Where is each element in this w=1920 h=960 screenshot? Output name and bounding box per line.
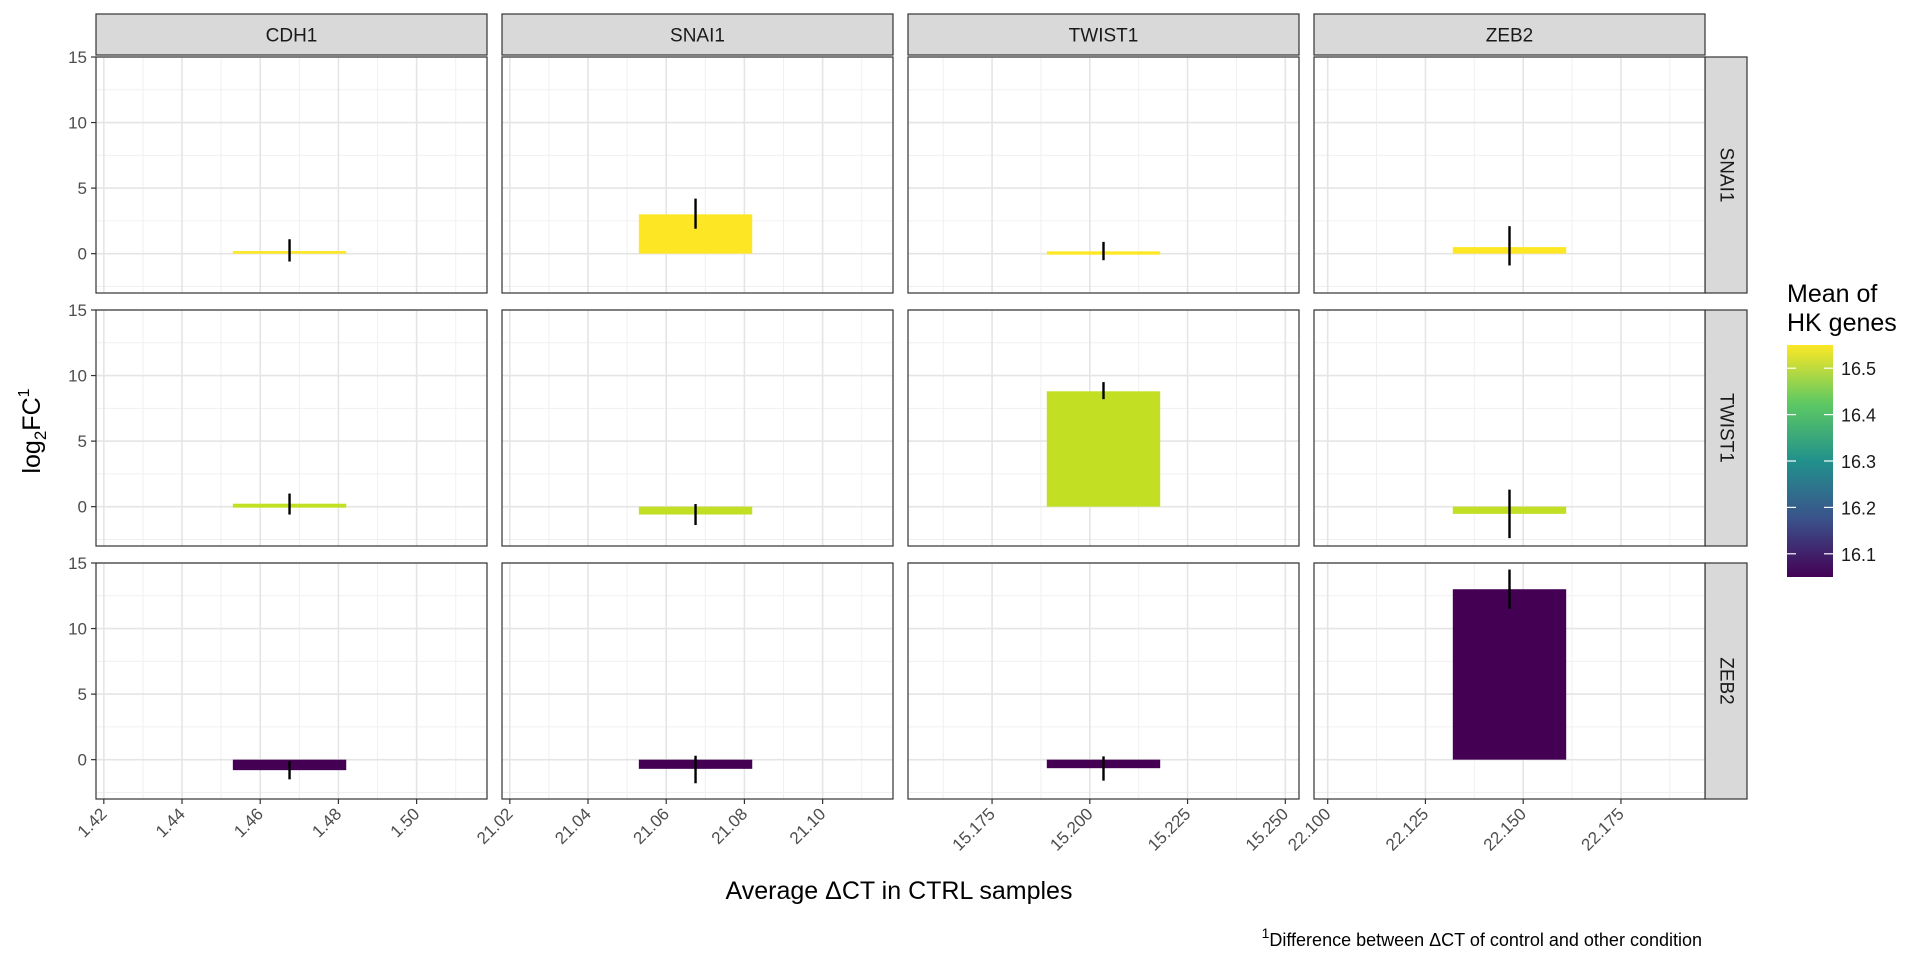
x-tick-label: 15.250 xyxy=(1242,804,1292,854)
y-tick-label: 15 xyxy=(68,554,87,573)
footnote-text: Difference between ΔCT of control and ot… xyxy=(1269,930,1702,950)
y-tick-label: 0 xyxy=(78,751,87,770)
column-strip-label: CDH1 xyxy=(266,26,318,47)
row-strip-twist1: TWIST1 xyxy=(1704,309,1748,547)
x-tick-label: 1.44 xyxy=(152,804,189,841)
x-tick-label: 21.10 xyxy=(786,804,830,848)
panel-border xyxy=(501,309,894,547)
panel-twist1-twist1 xyxy=(907,309,1300,547)
panel-background xyxy=(96,310,487,546)
x-tick-label: 15.225 xyxy=(1144,804,1194,854)
y-tick-label: 10 xyxy=(68,367,87,386)
strip-box xyxy=(1313,13,1706,56)
row-strip-label: TWIST1 xyxy=(1716,393,1737,463)
x-tick-label: 15.175 xyxy=(949,804,999,854)
y-axis-title-sup: 1 xyxy=(16,388,33,397)
legend-title-line: Mean of xyxy=(1787,280,1877,308)
column-strip-label: TWIST1 xyxy=(1069,26,1139,47)
y-tick-label: 5 xyxy=(78,432,87,451)
y-tick-label: 15 xyxy=(68,301,87,320)
legend-tick-label: 16.2 xyxy=(1841,498,1876,518)
y-tick-label: 5 xyxy=(78,685,87,704)
legend-tick-label: 16.1 xyxy=(1841,545,1876,565)
panel-border xyxy=(907,309,1300,547)
panel-background xyxy=(502,57,893,293)
x-tick-label: 21.06 xyxy=(630,804,674,848)
strip-box xyxy=(95,13,488,56)
panel-zeb2-cdh1 xyxy=(95,562,488,800)
panel-snai1-zeb2 xyxy=(1313,56,1706,294)
x-tick-label: 1.50 xyxy=(387,804,424,841)
y-tick-label: 10 xyxy=(68,114,87,133)
panel-border xyxy=(95,56,488,294)
panel-twist1-snai1 xyxy=(501,309,894,547)
row-strip-zeb2: ZEB2 xyxy=(1704,562,1748,800)
panel-border xyxy=(95,309,488,547)
panel-zeb2-snai1 xyxy=(501,562,894,800)
column-strip-snai1: SNAI1 xyxy=(501,13,894,56)
column-strip-twist1: TWIST1 xyxy=(907,13,1300,56)
y-tick-label: 15 xyxy=(68,48,87,67)
x-tick-label: 22.100 xyxy=(1284,804,1334,854)
strip-box xyxy=(1704,562,1748,800)
strip-box xyxy=(1704,56,1748,294)
legend-tick-label: 16.4 xyxy=(1841,406,1876,426)
x-tick-label: 21.08 xyxy=(708,804,752,848)
column-strip-label: ZEB2 xyxy=(1486,26,1534,47)
y-tick-label: 10 xyxy=(68,620,87,639)
x-tick-label: 21.02 xyxy=(473,804,517,848)
strip-box xyxy=(501,13,894,56)
x-tick-label: 21.04 xyxy=(551,804,595,848)
panel-twist1-cdh1 xyxy=(95,309,488,547)
row-strip-label: ZEB2 xyxy=(1716,657,1737,705)
x-tick-label: 1.42 xyxy=(74,804,111,841)
panel-zeb2-twist1 xyxy=(907,562,1300,800)
y-axis-title: log2FC1 xyxy=(16,388,50,473)
panel-border xyxy=(907,562,1300,800)
y-tick-label: 0 xyxy=(78,245,87,264)
panel-border xyxy=(907,56,1300,294)
bar xyxy=(1046,391,1161,507)
panel-border xyxy=(95,562,488,800)
y-axis-title-text: log2FC1 xyxy=(16,388,50,473)
panel-snai1-twist1 xyxy=(907,56,1300,294)
column-strip-zeb2: ZEB2 xyxy=(1313,13,1706,56)
x-tick-label: 22.125 xyxy=(1382,804,1432,854)
panel-border xyxy=(501,562,894,800)
panel-border xyxy=(1313,56,1706,294)
strip-box xyxy=(907,13,1300,56)
panel-border xyxy=(1313,309,1706,547)
bar xyxy=(1452,589,1567,760)
x-axis-title: Average ΔCT in CTRL samples xyxy=(726,877,1073,905)
y-axis-title-main: FC xyxy=(18,397,46,430)
x-tick-label: 22.150 xyxy=(1480,804,1530,854)
y-axis-title-sub: 2 xyxy=(31,431,50,440)
x-tick-label: 1.46 xyxy=(230,804,267,841)
panel-twist1-zeb2 xyxy=(1313,309,1706,547)
y-axis-title-base: log xyxy=(18,440,46,473)
panel-zeb2-zeb2 xyxy=(1313,562,1706,800)
legend-tick-label: 16.3 xyxy=(1841,452,1876,472)
x-tick-label: 1.48 xyxy=(308,804,345,841)
legend-title-line: HK genes xyxy=(1787,309,1897,337)
x-tick-label: 15.200 xyxy=(1046,804,1096,854)
y-tick-label: 0 xyxy=(78,498,87,517)
panel-border xyxy=(1313,562,1706,800)
row-strip-label: SNAI1 xyxy=(1716,148,1737,203)
panel-background xyxy=(96,57,487,293)
footnote-sup: 1 xyxy=(1262,925,1270,941)
y-tick-label: 5 xyxy=(78,179,87,198)
column-strip-cdh1: CDH1 xyxy=(95,13,488,56)
panel-snai1-snai1 xyxy=(501,56,894,294)
column-strip-label: SNAI1 xyxy=(670,26,725,47)
x-tick-label: 22.175 xyxy=(1578,804,1628,854)
row-strip-snai1: SNAI1 xyxy=(1704,56,1748,294)
footnote: 1Difference between ΔCT of control and o… xyxy=(1262,925,1702,950)
panel-border xyxy=(501,56,894,294)
legend-tick-label: 16.5 xyxy=(1841,359,1876,379)
panel-snai1-cdh1 xyxy=(95,56,488,294)
